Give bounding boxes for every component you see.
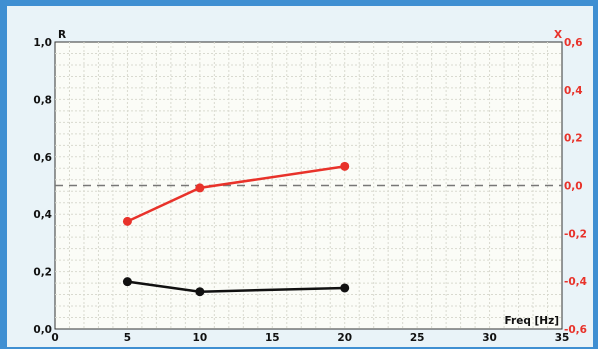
x-tick-label: 0 [51,332,58,344]
data-point-r [340,283,350,293]
x-tick-label: 15 [265,332,280,344]
chart-svg: 0 5 10 15 20 25 30 35 0,0 0,2 0,4 0,6 0,8 1,0 -0,6 -0,4… [33,29,587,344]
x-tick-label: 25 [410,332,425,344]
x-tick-label: 30 [482,332,497,344]
right-y-tick-label: -0,4 [564,276,587,288]
left-y-tick-label: 0,2 [33,267,52,279]
x-tick-label: 20 [337,332,352,344]
right-y-tick-label: -0,2 [564,228,587,240]
x-axis-label: Freq [Hz] [505,315,559,327]
series-group [122,161,350,297]
x-tick-label: 5 [124,332,131,344]
right-y-tick-label: 0,2 [564,133,583,145]
data-point-x [122,216,132,226]
left-y-tick-label: 0,8 [33,94,52,106]
right-y-tick-label: -0,6 [564,324,587,336]
right-y-tick-label: 0,0 [564,181,583,193]
right-y-tick-label: 0,4 [564,85,583,97]
data-point-r [122,277,132,287]
tick-labels: 0 5 10 15 20 25 30 35 0,0 0,2 0,4 0,6 0,8 1,0 -0,6 -0,4… [33,37,587,344]
data-point-r [195,287,205,297]
left-y-tick-label: 1,0 [33,37,52,49]
left-y-tick-label: 0,4 [33,209,52,221]
right-y-axis-label: X [554,29,562,41]
left-y-axis-label: R [58,29,66,41]
left-y-tick-label: 0,6 [33,152,52,164]
chart-frame: 0 5 10 15 20 25 30 35 0,0 0,2 0,4 0,6 0,8 1,0 -0,6 -0,4… [7,6,593,347]
data-point-x [340,161,350,171]
right-y-tick-label: 0,6 [564,37,583,49]
grid [55,42,562,329]
left-y-tick-label: 0,0 [33,324,52,336]
data-point-x [195,183,205,193]
x-tick-label: 10 [193,332,208,344]
x-tick-label: 35 [555,332,570,344]
